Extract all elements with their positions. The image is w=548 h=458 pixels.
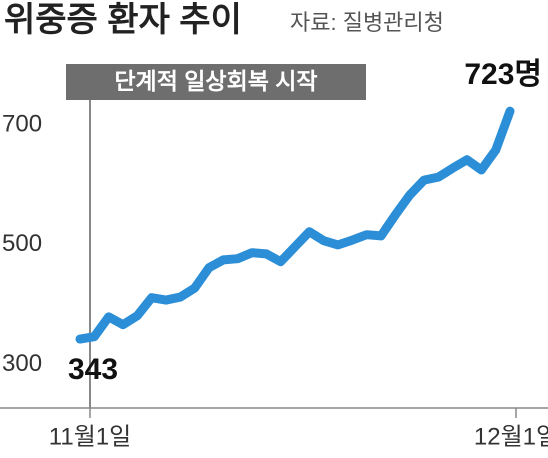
value-label: 723명	[464, 58, 542, 91]
annotation: 단계적 일상회복 시작	[114, 68, 317, 94]
value-label: 343	[68, 353, 118, 386]
y-tick-label: 700	[2, 110, 42, 137]
y-tick-label: 300	[2, 350, 42, 377]
y-tick-label: 500	[2, 230, 42, 257]
x-tick-label: 12월1일	[474, 423, 548, 450]
chart-title: 위중증 환자 추이	[4, 1, 242, 39]
x-tick-label: 11월1일	[49, 423, 131, 450]
annotation-box	[66, 64, 366, 100]
source: 자료: 질병관리청	[290, 10, 444, 35]
data-line	[75, 106, 515, 344]
